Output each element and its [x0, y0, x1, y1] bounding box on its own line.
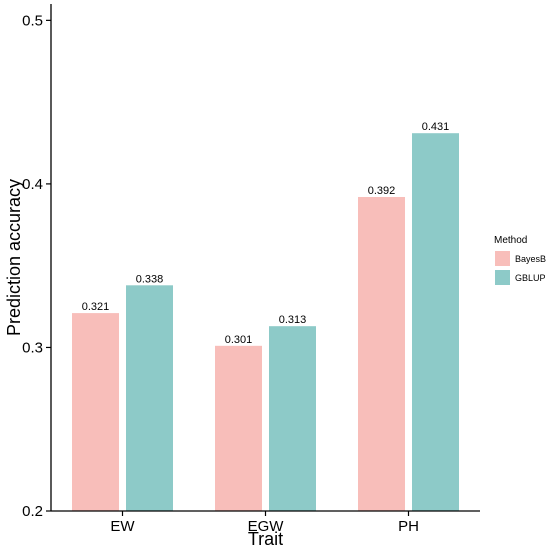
bar-value-label: 0.338: [136, 273, 164, 285]
bar-egw-gblup: [269, 326, 316, 511]
legend-label-bayesb: BayesB: [515, 254, 546, 264]
bar-value-label: 0.301: [225, 334, 253, 346]
y-tick-label: 0.4: [22, 176, 43, 193]
y-tick-label: 0.5: [22, 12, 43, 29]
bar-value-label: 0.392: [368, 185, 396, 197]
bars-layer: [72, 133, 459, 511]
bar-value-label: 0.431: [422, 121, 450, 133]
bar-ew-gblup: [126, 285, 173, 511]
y-axis-ticks: 0.2 0.3 0.4 0.5: [22, 12, 51, 520]
x-tick-label: EGW: [248, 518, 285, 535]
bar-ph-bayesb: [358, 196, 405, 511]
y-axis-title: Prediction accuracy: [4, 179, 24, 336]
bar-value-label: 0.313: [279, 314, 307, 326]
y-tick-label: 0.3: [22, 339, 43, 356]
legend-title: Method: [494, 235, 527, 246]
bar-value-label: 0.321: [82, 301, 110, 313]
bar-labels-layer: 0.321 0.338 0.301 0.313 0.392 0.431: [82, 121, 450, 346]
x-axis-title: Trait: [248, 529, 283, 549]
legend-swatch-gblup: [495, 270, 510, 285]
y-tick-label: 0.2: [22, 503, 43, 520]
bar-ph-gblup: [412, 133, 459, 511]
x-tick-label: PH: [398, 518, 419, 535]
legend-swatch-bayesb: [495, 251, 510, 266]
legend-label-gblup: GBLUP: [515, 273, 546, 283]
bar-ew-bayesb: [72, 313, 119, 511]
legend: Method BayesB GBLUP: [494, 235, 546, 285]
bar-egw-bayesb: [215, 345, 262, 511]
x-tick-label: EW: [110, 518, 135, 535]
x-axis-ticks: EW EGW PH: [110, 511, 419, 535]
